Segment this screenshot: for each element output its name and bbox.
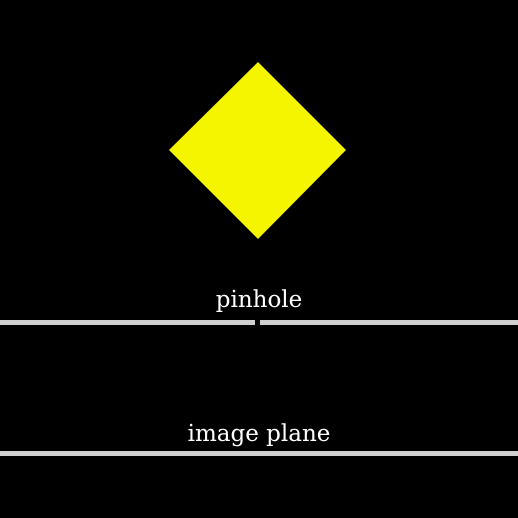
image-plane-line xyxy=(0,451,518,456)
image-plane-label: image plane xyxy=(187,421,331,447)
diamond-shape xyxy=(169,62,346,239)
pinhole-label: pinhole xyxy=(215,287,303,313)
barrier-left-segment xyxy=(0,320,255,325)
barrier-right-segment xyxy=(260,320,518,325)
